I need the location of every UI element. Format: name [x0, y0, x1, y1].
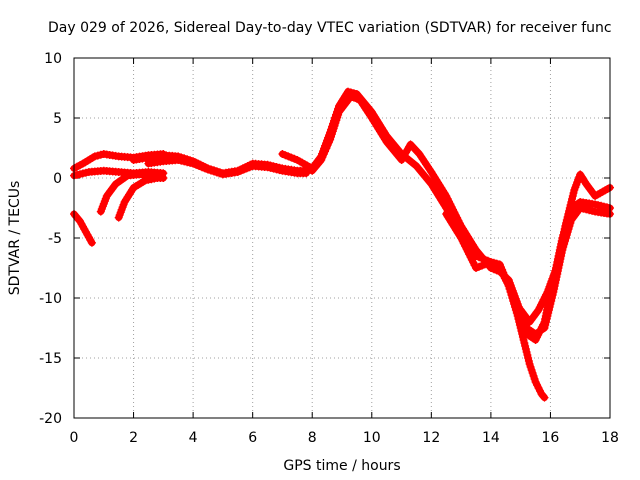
series-markers [516, 170, 614, 326]
x-tick-label: 4 [189, 430, 198, 446]
x-tick-label: 16 [542, 430, 560, 446]
y-tick-label: 5 [53, 111, 62, 127]
y-tick-label: -10 [39, 291, 62, 307]
series-track-e [114, 174, 168, 222]
plot-frame [73, 57, 611, 419]
plot-series [70, 87, 614, 402]
y-axis-label: SDTVAR / TECUs [7, 181, 23, 296]
series-markers [442, 210, 549, 402]
x-tick-label: 0 [70, 430, 79, 446]
y-tick-label: 10 [44, 51, 62, 67]
x-axis-label: GPS time / hours [283, 458, 400, 474]
x-tick-label: 6 [248, 430, 257, 446]
series-markers [144, 156, 311, 179]
y-tick-label: -5 [48, 231, 62, 247]
series-track-k [516, 170, 614, 326]
series-markers [114, 174, 168, 222]
chart-title: Day 029 of 2026, Sidereal Day-to-day VTE… [48, 20, 612, 36]
x-tick-label: 8 [308, 430, 317, 446]
y-tick-label: 0 [53, 171, 62, 187]
grid [74, 58, 610, 418]
x-tick-labels: 0 2 4 6 8 10 12 14 16 18 [70, 430, 619, 446]
y-tick-labels: -20 -15 -10 -5 0 5 10 [39, 51, 62, 427]
x-tick-label: 12 [422, 430, 440, 446]
x-tick-label: 2 [129, 430, 138, 446]
y-tick-label: -15 [39, 351, 62, 367]
series-track-j [442, 210, 549, 402]
series-track-g [144, 156, 311, 179]
x-tick-label: 14 [482, 430, 500, 446]
x-tick-label: 10 [363, 430, 381, 446]
x-tick-label: 18 [601, 430, 619, 446]
y-tick-label: -20 [39, 411, 62, 427]
